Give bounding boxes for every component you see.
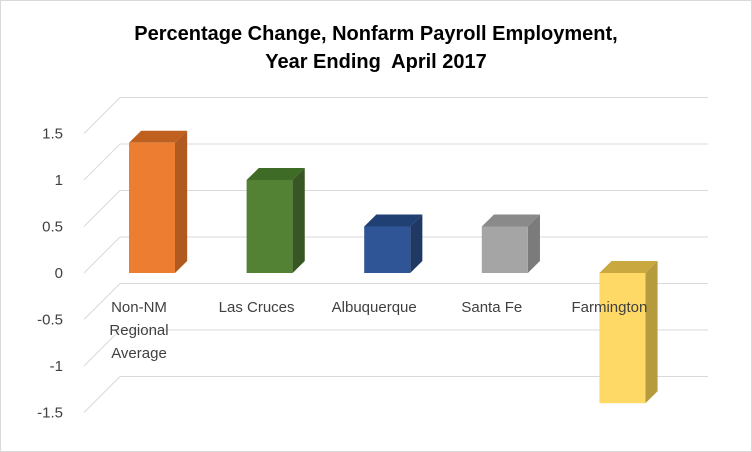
bar-side [645,261,658,404]
y-tick-label: -1 [50,358,63,375]
gridline-side [83,97,121,134]
chart-title: Percentage Change, Nonfarm Payroll Emplo… [134,23,618,45]
gridline-side [83,236,121,274]
gridline-side [83,376,121,413]
bar [129,142,175,273]
y-tick-label: 1 [55,172,63,189]
gridline-side [83,283,121,320]
category-label: Average [111,345,167,362]
bar [481,226,528,273]
bar-top [129,130,188,143]
chart-subtitle: Year Ending April 2017 [265,51,487,73]
bar-side [175,130,188,273]
bar [599,273,646,404]
category-label: Santa Fe [461,299,522,316]
bar-top [364,214,423,227]
bar-side [410,214,423,273]
category-label: Las Cruces [219,299,295,316]
category-label: Farmington [571,299,647,316]
gridline-side [83,190,121,227]
chart-title-block: Percentage Change, Nonfarm Payroll Emplo… [0,20,752,76]
bar-top [481,214,540,227]
bar-side [527,214,540,273]
bar-top [246,168,305,180]
bar [246,180,293,273]
y-tick-label: -1.5 [37,405,63,422]
bar-side [292,168,305,273]
gridline-side [83,143,121,181]
y-tick-label: 1.5 [42,126,63,143]
category-label: Non-NM [111,299,167,316]
category-label: Albuquerque [332,299,417,316]
gridline-side [83,329,121,367]
bar-top [599,261,658,273]
y-tick-label: 0 [55,265,63,282]
bar [364,226,411,273]
y-tick-label: -0.5 [37,312,63,329]
y-tick-label: 0.5 [42,219,63,236]
category-label: Regional [109,322,168,339]
